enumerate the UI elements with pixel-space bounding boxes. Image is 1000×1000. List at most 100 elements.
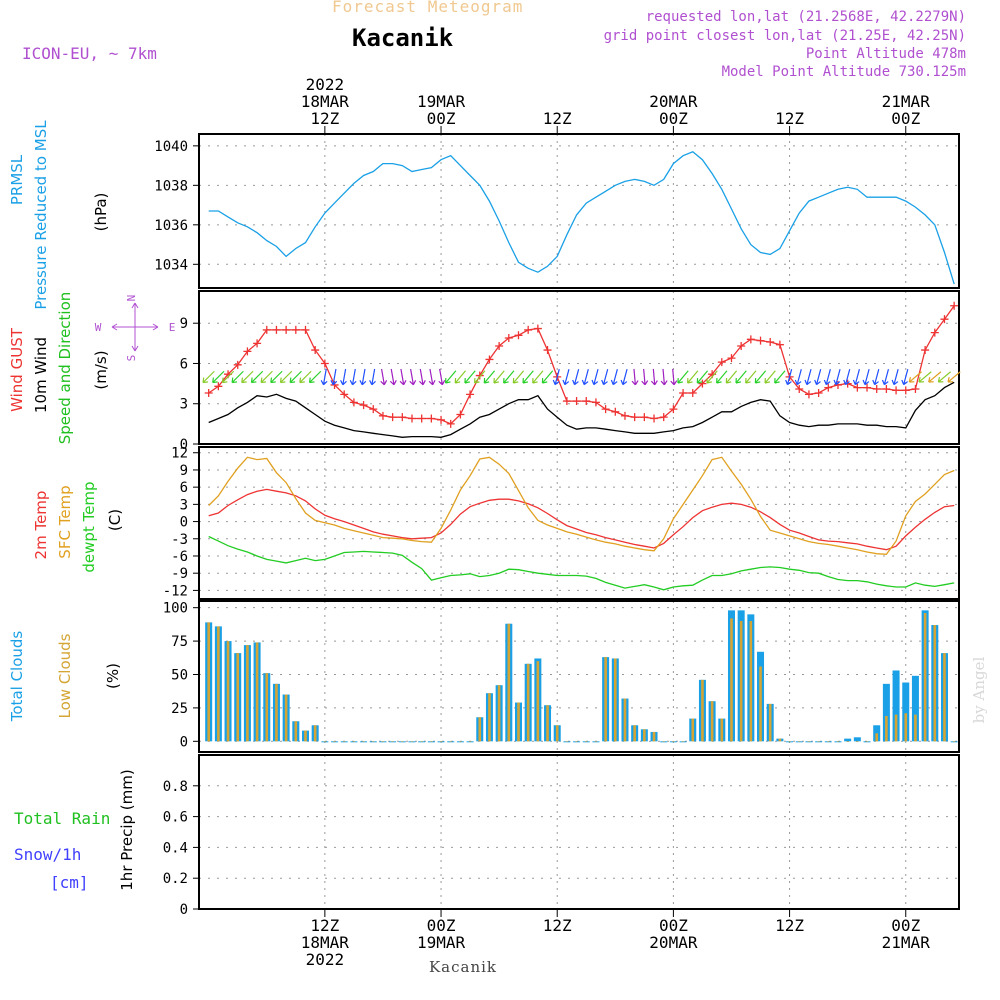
low-cloud-bar <box>749 621 753 742</box>
top-time-label: 19MAR <box>417 92 466 111</box>
bottom-time-label: 00Z <box>659 916 688 935</box>
wind-arrow-glyph <box>541 370 554 384</box>
model-altitude: Model Point Altitude 730.125m <box>721 64 966 80</box>
wind-arrow-glyph <box>454 370 467 384</box>
snow-label: Snow/1h <box>14 845 81 864</box>
wind-arrow-glyph <box>359 368 367 386</box>
bottom-time-label: 21MAR <box>882 933 931 952</box>
wind-arrow-glyph <box>522 370 534 384</box>
gust-marker <box>901 386 910 395</box>
wind-arrow <box>522 370 534 384</box>
wind-arrow <box>438 368 446 386</box>
wind-arrow-glyph <box>764 370 776 384</box>
low-cloud-bar <box>517 702 520 742</box>
low-cloud-bar <box>846 741 849 742</box>
wind-arrow <box>591 369 599 386</box>
gust-marker <box>378 411 387 420</box>
gust-marker <box>514 331 523 340</box>
low-cloud-bar <box>856 741 859 742</box>
top-time-label: 12Z <box>543 109 572 128</box>
gust-marker <box>863 383 872 392</box>
low-cloud-bar <box>885 715 888 742</box>
precip-unit: 1hr Precip (mm) <box>118 769 136 890</box>
gust-marker <box>727 354 736 363</box>
wind-arrow-glyph <box>409 368 417 386</box>
wind-arrow <box>359 368 367 386</box>
wind-arrow-glyph <box>881 369 890 386</box>
y-tick-label: 9 <box>180 463 188 479</box>
wind-arrow-glyph <box>620 369 628 386</box>
wind-arrow <box>754 370 767 384</box>
gust-marker <box>446 419 455 428</box>
pressure-label-2: Pressure Reduced to MSL <box>32 120 50 310</box>
wind-arrow-glyph <box>660 368 668 386</box>
total-clouds-label: Total Clouds <box>8 631 26 723</box>
wind-arrow <box>474 370 486 384</box>
clouds-unit: (%) <box>104 663 122 689</box>
wind-arrow-glyph <box>687 370 699 384</box>
total-cloud-bar <box>892 670 900 742</box>
low-cloud-bar <box>275 683 278 742</box>
y-tick-label: 0.8 <box>163 779 188 795</box>
gust-marker <box>253 339 262 348</box>
wind-arrow <box>687 370 699 384</box>
wind-arrow-glyph <box>299 370 312 384</box>
top-time-label: 12Z <box>775 109 804 128</box>
gust-marker <box>504 333 513 342</box>
wind-arrow-glyph <box>785 369 793 386</box>
wind-arrow-glyph <box>591 369 599 386</box>
wind-panel <box>199 291 959 444</box>
wind-arrow <box>774 370 786 384</box>
gust-marker <box>562 397 571 406</box>
low-cloud-bar <box>323 741 327 742</box>
gust-marker <box>262 325 271 334</box>
gust-marker <box>591 398 600 407</box>
y-tick-label: -12 <box>163 583 188 599</box>
wind-10m-label: 10m Wind <box>32 337 50 413</box>
gust-marker <box>417 414 426 423</box>
gust-marker <box>340 390 349 399</box>
low-cloud-bar <box>643 729 646 742</box>
low-cloud-bar <box>420 741 423 742</box>
gust-marker <box>746 335 755 344</box>
gust-marker <box>311 346 320 355</box>
pressure-panel <box>199 134 959 288</box>
gust-marker <box>601 405 610 414</box>
low-cloud-bar <box>701 679 704 742</box>
gust-marker <box>572 397 581 406</box>
low-cloud-bar <box>546 705 549 742</box>
gust-marker <box>950 301 959 310</box>
pressure-unit: (hPa) <box>92 193 110 232</box>
wind-arrow <box>444 370 457 384</box>
bottom-time-label: 18MAR <box>301 933 350 952</box>
wind-arrow-glyph <box>716 370 728 384</box>
point-altitude: Point Altitude 478m <box>805 46 966 62</box>
wind-arrow <box>260 370 273 384</box>
low-cloud-bar <box>265 673 269 742</box>
pressure-label-1: PRMSL <box>8 154 26 205</box>
wind-arrow-glyph <box>532 370 544 384</box>
top-time-label: 21MAR <box>882 92 931 111</box>
low-cloud-bar <box>759 666 762 742</box>
gust-marker <box>775 340 784 349</box>
wind-arrow <box>928 371 942 383</box>
low-cloud-bar <box>449 741 453 742</box>
y-tick-label: -3 <box>171 532 188 548</box>
wind-arrow <box>641 368 649 386</box>
dewpt-label: dewpt Temp <box>80 481 98 572</box>
bottom-time-label: 2022 <box>306 950 345 969</box>
wind-arrow <box>212 370 225 384</box>
wind-arrow <box>562 369 570 386</box>
gust-marker <box>756 336 765 345</box>
wind-unit: (m/s) <box>92 350 110 389</box>
wind-arrow <box>706 370 718 384</box>
wind-arrow-glyph <box>725 370 738 384</box>
y-tick-label: 0 <box>180 902 188 918</box>
wind-arrow <box>814 369 822 386</box>
low-cloud-bar <box>410 741 414 742</box>
low-cloud-bar <box>691 718 695 742</box>
wind-arrow-glyph <box>438 368 446 386</box>
wind-arrow-glyph <box>581 369 589 386</box>
low-cloud-bar <box>584 741 588 742</box>
y-tick-label: 0.4 <box>163 840 188 856</box>
